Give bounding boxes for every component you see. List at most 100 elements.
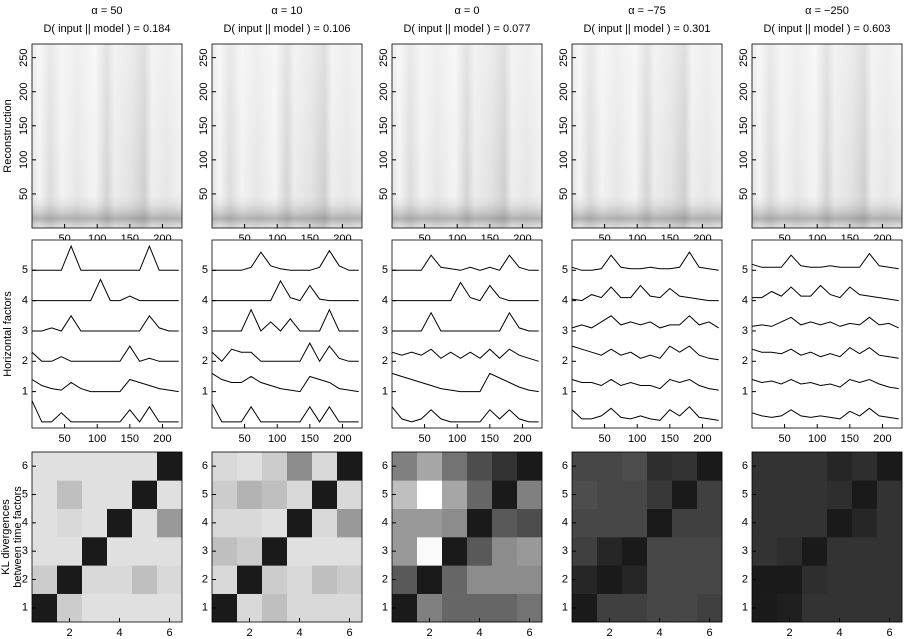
y-tick-label: 250 bbox=[198, 48, 210, 66]
heat-cell bbox=[517, 537, 543, 566]
heat-cell bbox=[467, 593, 493, 623]
heat-cell bbox=[107, 452, 133, 481]
panel-subtitle: D( input || model ) = 0.106 bbox=[223, 23, 350, 35]
y-tick-label: 3 bbox=[202, 545, 208, 557]
heat-cell bbox=[32, 537, 58, 566]
x-tick-label: 4 bbox=[836, 627, 842, 639]
y-tick-label: 5 bbox=[22, 264, 28, 276]
heat-cell bbox=[622, 593, 648, 623]
y-tick-label: 4 bbox=[742, 517, 748, 529]
heat-cell bbox=[517, 593, 543, 623]
axes-frame bbox=[211, 43, 363, 229]
y-tick-label: 150 bbox=[558, 117, 570, 135]
heat-cell bbox=[877, 593, 903, 623]
heat-cell bbox=[802, 452, 828, 481]
y-tick-label: 250 bbox=[738, 48, 750, 66]
y-tick-label: 4 bbox=[202, 517, 208, 529]
heat-cell bbox=[622, 480, 648, 509]
heat-cell bbox=[802, 537, 828, 566]
y-tick-label: 200 bbox=[378, 83, 390, 101]
y-tick-label: 100 bbox=[738, 151, 750, 169]
y-tick-label: 2 bbox=[202, 355, 208, 367]
heat-cell bbox=[392, 537, 418, 566]
x-tick-label: 50 bbox=[598, 433, 610, 445]
heat-cell bbox=[517, 508, 543, 538]
y-tick-label: 250 bbox=[558, 48, 570, 66]
heat-cell bbox=[107, 565, 133, 594]
heat-cell bbox=[672, 537, 698, 566]
x-tick-label: 150 bbox=[301, 433, 319, 445]
factor-line bbox=[212, 249, 359, 271]
heat-cell bbox=[442, 480, 468, 509]
factor-line bbox=[571, 345, 719, 361]
heat-cell bbox=[697, 452, 723, 481]
heat-cell bbox=[572, 537, 598, 566]
y-tick-label: 3 bbox=[562, 545, 568, 557]
heat-cell bbox=[572, 480, 598, 509]
axes-frame bbox=[211, 451, 363, 623]
y-tick-label: 150 bbox=[378, 117, 390, 135]
heat-cell bbox=[212, 565, 238, 594]
y-tick-label: 4 bbox=[562, 295, 568, 307]
heat-cell bbox=[132, 480, 158, 509]
heat-cell bbox=[877, 537, 903, 566]
y-tick-label: 3 bbox=[382, 545, 388, 557]
x-tick-label: 50 bbox=[238, 433, 250, 445]
y-tick-label: 50 bbox=[738, 188, 750, 200]
heat-cell bbox=[827, 593, 853, 623]
heat-cell bbox=[132, 537, 158, 566]
x-tick-label: 4 bbox=[656, 627, 662, 639]
x-tick-label: 50 bbox=[778, 433, 790, 445]
plot-area bbox=[752, 240, 902, 428]
heat-cell bbox=[467, 508, 493, 538]
heat-cell bbox=[337, 508, 363, 538]
axes-frame bbox=[211, 239, 363, 429]
heat-cell bbox=[752, 480, 778, 509]
factor-line bbox=[31, 345, 179, 362]
x-tick-label: 200 bbox=[333, 433, 351, 445]
heat-cell bbox=[107, 508, 133, 538]
heat-cell bbox=[597, 593, 623, 623]
x-tick-label: 100 bbox=[448, 433, 466, 445]
y-tick-label: 4 bbox=[382, 295, 388, 307]
y-tick-label: 50 bbox=[558, 188, 570, 200]
factor-line bbox=[751, 252, 899, 270]
y-tick-label: 2 bbox=[22, 355, 28, 367]
y-tick-label: 100 bbox=[558, 151, 570, 169]
y-tick-label: 2 bbox=[742, 355, 748, 367]
heat-cell bbox=[852, 508, 878, 538]
y-tick-label: 200 bbox=[18, 83, 30, 101]
y-tick-label: 6 bbox=[202, 460, 208, 472]
spectrogram-shade bbox=[212, 44, 362, 228]
heat-cell bbox=[82, 593, 108, 623]
heat-cell bbox=[287, 593, 313, 623]
y-tick-label: 5 bbox=[202, 264, 208, 276]
heat-cell bbox=[237, 508, 263, 538]
x-tick-label: 6 bbox=[706, 627, 712, 639]
y-tick-label: 200 bbox=[738, 83, 750, 101]
x-tick-label: 6 bbox=[526, 627, 532, 639]
heat-cell bbox=[32, 565, 58, 594]
x-tick-label: 100 bbox=[808, 433, 826, 445]
x-tick-label: 100 bbox=[628, 433, 646, 445]
heat-cell bbox=[877, 508, 903, 538]
y-tick-label: 2 bbox=[562, 573, 568, 585]
axes-frame bbox=[751, 43, 903, 229]
y-tick-label: 6 bbox=[22, 460, 28, 472]
axes-frame bbox=[391, 239, 543, 429]
heat-cell bbox=[777, 537, 803, 566]
heat-cell bbox=[337, 593, 363, 623]
y-tick-label: 5 bbox=[382, 264, 388, 276]
x-tick-label: 100 bbox=[268, 433, 286, 445]
y-tick-label: 5 bbox=[562, 264, 568, 276]
heat-cell bbox=[237, 452, 263, 481]
y-tick-label: 100 bbox=[378, 151, 390, 169]
heat-cell bbox=[752, 508, 778, 538]
heat-cell bbox=[777, 452, 803, 481]
heat-cell bbox=[392, 565, 418, 594]
heat-cell bbox=[852, 537, 878, 566]
heat-cell bbox=[672, 593, 698, 623]
y-tick-label: 2 bbox=[202, 573, 208, 585]
heat-cell bbox=[312, 537, 338, 566]
y-tick-label: 5 bbox=[22, 488, 28, 500]
